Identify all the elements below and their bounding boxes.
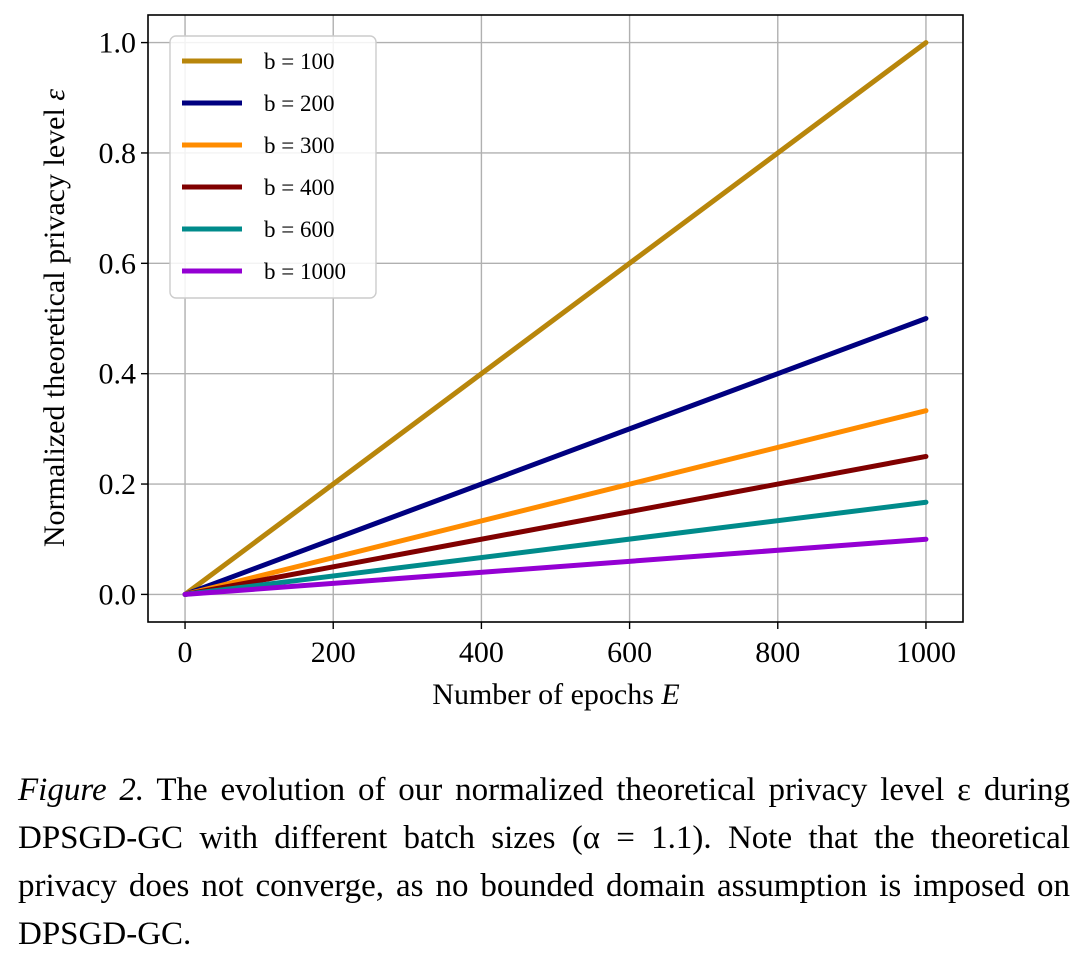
series-line: [182, 316, 929, 597]
y-tick-label: 0.2: [99, 468, 137, 501]
series-line: [182, 40, 929, 597]
x-tick-label: 800: [755, 636, 800, 669]
series-line: [182, 536, 929, 597]
y-tick-label: 1.0: [99, 27, 137, 60]
legend-entry: b = 300: [264, 133, 334, 158]
x-axis-label: Number of epochs E: [432, 678, 679, 711]
legend-entry: b = 1000: [264, 259, 346, 284]
y-tick-label: 0.8: [99, 137, 137, 170]
y-tick-label: 0.0: [99, 578, 137, 611]
legend-entry: b = 200: [264, 91, 334, 116]
caption-text: The evolution of our normalized theoreti…: [18, 772, 1071, 952]
legend: b = 100 b = 200 b = 300 b = 400 b = 600 b = 1…: [169, 35, 377, 299]
x-tick-label: 200: [311, 636, 356, 669]
y-tick-label: 0.6: [99, 247, 137, 280]
caption-figure-label: Figure 2.: [18, 772, 145, 808]
legend-entry: b = 100: [264, 49, 334, 74]
figure-caption: Figure 2. The evolution of our normalize…: [18, 766, 1070, 958]
axis-ticks: 0 200 400 600 800 1000 0.0 0.2 0.4 0.6 0.8 1.0: [99, 27, 956, 669]
legend-entry: b = 400: [264, 175, 334, 200]
legend-entry: b = 600: [264, 217, 334, 242]
y-axis-label: Normalized theoretical privacy level ε: [38, 89, 71, 547]
plot-frame: [147, 14, 964, 623]
series-line: [182, 453, 929, 597]
x-tick-label: 0: [178, 636, 193, 669]
privacy-level-chart: 0 200 400 600 800 1000 0.0 0.2 0.4 0.6 0.8 1.0 b = …: [38, 14, 964, 711]
series-line: [182, 499, 929, 597]
x-tick-label: 600: [607, 636, 652, 669]
series-lines: [182, 40, 929, 597]
y-tick-label: 0.4: [99, 358, 137, 391]
series-line: [182, 408, 929, 597]
x-tick-label: 1000: [896, 636, 956, 669]
x-tick-label: 400: [459, 636, 504, 669]
